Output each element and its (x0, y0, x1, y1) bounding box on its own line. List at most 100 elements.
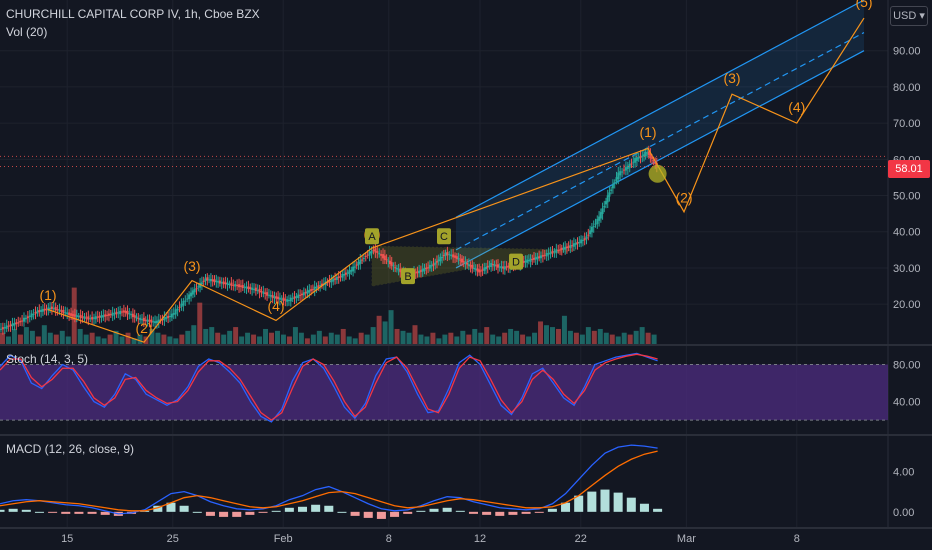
volume-bar (257, 336, 263, 344)
macd-histogram-bar (311, 504, 321, 512)
volume-bar (269, 332, 274, 344)
candle-body (594, 223, 597, 225)
volume-bar (11, 328, 17, 344)
macd-histogram-bar (350, 511, 360, 516)
candle-body (457, 257, 460, 260)
macd-legend[interactable]: MACD (12, 26, close, 9) (6, 442, 134, 456)
candle-body (423, 268, 426, 271)
volume-bar (430, 332, 436, 344)
volume-bar (298, 332, 304, 344)
candle-body (241, 285, 244, 289)
currency-selector[interactable]: USD ▾ (890, 6, 928, 26)
candle-body (28, 315, 31, 318)
candle-body (209, 278, 212, 282)
candle-body (30, 313, 33, 318)
volume-bar (316, 330, 322, 344)
volume-bar (436, 338, 442, 344)
stoch-tick-label: 40.00 (893, 397, 921, 409)
candle-body (481, 269, 484, 271)
volume-legend[interactable]: Vol (20) (6, 25, 47, 39)
candle-body (497, 264, 499, 268)
volume-bar (597, 328, 603, 344)
volume-bar (591, 330, 597, 344)
channel-median (455, 32, 865, 251)
candle-body (626, 165, 629, 170)
wave-label: (1) (639, 124, 656, 140)
candle-body (368, 251, 371, 256)
macd-histogram-bar (61, 511, 71, 514)
candle-body (464, 262, 467, 264)
candle-body (291, 298, 294, 300)
symbol-legend[interactable]: CHURCHILL CAPITAL CORP IV, 1h, Cboe BZX (6, 7, 260, 21)
candle-body (172, 313, 175, 315)
candle-body (387, 260, 390, 262)
candle-body (251, 287, 254, 290)
candle-body (68, 312, 71, 316)
x-tick-label: 15 (61, 533, 73, 545)
candle-body (392, 265, 395, 267)
candle-body (576, 241, 579, 244)
volume-bar (340, 328, 346, 344)
candle-body (93, 317, 95, 319)
candle-body (442, 255, 445, 257)
stoch-legend[interactable]: Stoch (14, 3, 5) (6, 352, 88, 366)
wave-label: (1) (39, 287, 56, 303)
candle-body (317, 285, 320, 288)
candle-body (498, 266, 501, 268)
price-tick-label: 40.00 (893, 227, 921, 239)
candle-body (416, 271, 419, 274)
macd-tick-label: 0.00 (893, 507, 914, 519)
volume-bar (304, 338, 310, 344)
volume-bar (490, 334, 496, 344)
volume-bar (29, 330, 35, 344)
volume-bar (502, 332, 508, 344)
candle-body (615, 177, 618, 182)
volume-bar (621, 332, 627, 344)
volume-bar (286, 336, 292, 344)
candle-body (585, 236, 588, 239)
candle-body (491, 263, 494, 266)
volume-bar (239, 336, 245, 344)
candle-body (592, 226, 595, 228)
candle-body (473, 267, 475, 269)
candle-body (269, 295, 272, 297)
candle-body (13, 322, 16, 326)
candle-body (15, 322, 18, 325)
candle-body (639, 155, 642, 158)
volume-bar (53, 334, 59, 344)
candle-body (7, 325, 10, 327)
candle-body (222, 281, 225, 285)
volume-bar (131, 338, 137, 344)
volume-bar (334, 334, 340, 344)
candle-body (526, 259, 529, 263)
candle-body (394, 267, 397, 269)
macd-histogram-bar (0, 509, 5, 512)
macd-histogram-bar (455, 510, 465, 512)
candle-body (150, 319, 153, 323)
volume-bar (179, 334, 185, 344)
macd-histogram-bar (205, 511, 215, 516)
candle-body (321, 283, 323, 286)
candle-body (277, 296, 280, 300)
candle-body (366, 254, 369, 256)
candle-body (234, 284, 237, 287)
candle-body (3, 327, 6, 329)
candle-body (211, 279, 214, 282)
candle-body (493, 264, 496, 267)
candle-body (603, 206, 606, 208)
candle-body (635, 157, 638, 161)
candle-body (9, 324, 12, 327)
volume-bar (609, 334, 615, 344)
candle-body (107, 313, 110, 316)
candle-body (293, 296, 296, 299)
candle-body (260, 291, 263, 293)
candle-body (17, 322, 20, 324)
candle-body (0, 328, 2, 330)
candle-body (213, 279, 216, 283)
candle-body (266, 292, 269, 296)
candle-body (247, 286, 250, 290)
candle-body (135, 316, 138, 319)
macd-series-line (0, 444, 658, 515)
volume-bar (508, 328, 514, 344)
